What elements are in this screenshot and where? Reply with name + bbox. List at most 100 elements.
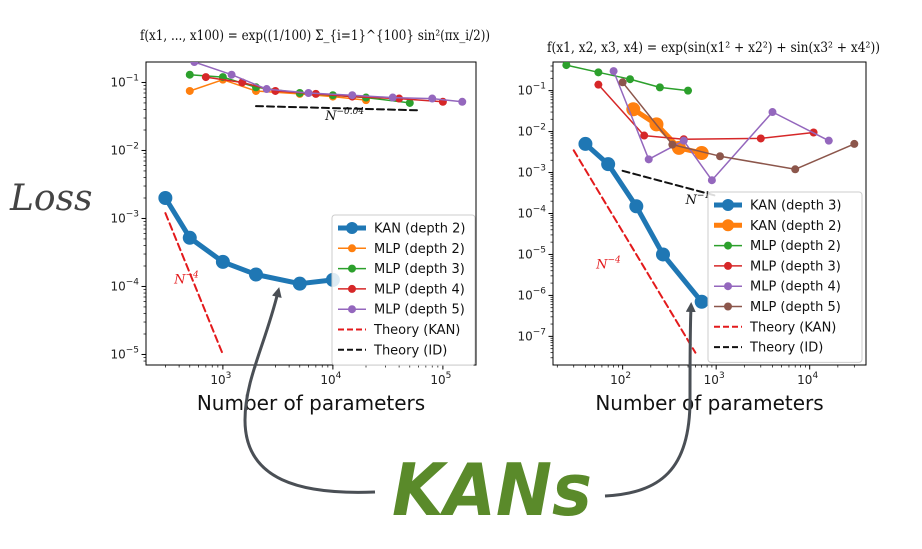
data-point <box>215 254 230 269</box>
data-point <box>458 97 467 106</box>
data-point <box>271 86 280 95</box>
chart-panel-1: 103 104 105 10−1 10−2 10−3 10−4 10−5 Number of p… <box>110 28 490 415</box>
y-tick-label: 10−3 <box>517 164 546 180</box>
series-3 <box>185 70 414 107</box>
data-point <box>182 230 197 245</box>
series-line <box>164 212 224 356</box>
data-point <box>428 94 437 103</box>
data-point <box>348 91 357 100</box>
legend-entry: KAN (depth 2) <box>750 219 841 234</box>
series-line <box>572 149 697 354</box>
data-point <box>292 276 307 291</box>
data-point <box>395 94 404 103</box>
legend-entry: MLP (depth 5) <box>750 300 841 315</box>
legend-box <box>707 191 863 363</box>
data-point <box>190 62 199 66</box>
data-point <box>694 146 709 161</box>
y-tick-label: 10−7 <box>517 327 546 343</box>
chart-title: f(x1, ..., x100) = exp((1/100) Σ_{i=1}^{… <box>140 28 490 44</box>
legend-entry: MLP (depth 2) <box>374 242 465 257</box>
data-point <box>655 83 664 92</box>
legend-marker <box>348 264 356 273</box>
plot-area <box>158 62 467 356</box>
y-tick-label: 10−1 <box>517 82 546 98</box>
series-5 <box>609 67 833 185</box>
data-point <box>626 75 635 84</box>
legend-marker <box>722 199 734 211</box>
data-point <box>227 70 236 79</box>
series-3 <box>562 62 693 95</box>
data-point <box>668 140 677 149</box>
y-tick-label: 10−1 <box>110 73 139 89</box>
minor-ticks <box>143 85 439 368</box>
data-point <box>644 155 653 164</box>
legend-box <box>331 214 476 366</box>
annotation-label: N−4 <box>595 256 621 273</box>
legend-entry: Theory (ID) <box>749 341 823 356</box>
data-point <box>694 294 709 309</box>
x-tick-label: 104 <box>797 371 818 387</box>
data-point <box>609 67 618 76</box>
legend-entry: Theory (KAN) <box>373 323 460 338</box>
legend-entry: MLP (depth 2) <box>750 239 841 254</box>
legend-marker <box>724 241 732 250</box>
data-point <box>850 139 859 148</box>
series-line <box>255 105 420 112</box>
legend-marker <box>348 244 356 253</box>
legend-entry: KAN (depth 2) <box>374 222 465 237</box>
series-7 <box>255 105 420 112</box>
data-point <box>578 136 593 151</box>
legend-entry: MLP (depth 5) <box>374 303 465 318</box>
annotation-label: N−0.04 <box>324 107 364 124</box>
arrow-to-right-chart <box>604 302 696 498</box>
data-point <box>158 190 173 205</box>
legend-marker <box>348 305 356 314</box>
series-line <box>621 81 856 171</box>
y-tick-label: 10−4 <box>517 205 546 221</box>
series-6 <box>164 212 224 356</box>
series-5 <box>190 62 467 106</box>
plot-area <box>562 62 859 354</box>
series-line <box>621 169 718 197</box>
legend-entry: MLP (depth 4) <box>374 282 465 297</box>
y-tick-label: 10−5 <box>110 345 139 361</box>
data-point <box>824 136 833 145</box>
x-axis-label: Number of parameters <box>197 391 425 415</box>
data-point <box>249 267 263 282</box>
series-1 <box>578 136 709 309</box>
callout-arrows <box>243 287 696 498</box>
minor-ticks <box>550 65 855 368</box>
x-axis-label: Number of parameters <box>595 391 823 415</box>
legend-marker <box>348 284 356 293</box>
y-tick-label: 10−5 <box>517 245 546 261</box>
y-tick-label: 10−2 <box>517 123 546 139</box>
data-point <box>791 165 800 174</box>
data-point <box>716 152 725 161</box>
y-tick-label: 10−3 <box>110 209 139 225</box>
legend-entry: KAN (depth 3) <box>750 199 841 214</box>
arrow-to-left-chart <box>243 287 376 494</box>
legend-entry: MLP (depth 4) <box>750 280 841 295</box>
data-point <box>185 86 194 95</box>
kans-label: KANs <box>392 448 592 532</box>
x-tick-label: 103 <box>704 371 725 387</box>
annotation-label: N−1 <box>685 191 711 208</box>
data-point <box>405 98 414 107</box>
data-point <box>684 86 693 95</box>
x-tick-label: 105 <box>430 371 451 387</box>
data-point <box>201 73 210 82</box>
series-2 <box>626 102 709 161</box>
legend-entry: MLP (depth 3) <box>374 262 465 277</box>
data-point <box>679 136 688 145</box>
series-line <box>193 62 464 103</box>
x-tick-label: 102 <box>610 371 631 387</box>
data-point <box>388 93 397 102</box>
legend: KAN (depth 3) KAN (depth 2) MLP (depth 2) M… <box>707 191 863 363</box>
series-7 <box>572 149 697 354</box>
legend-marker <box>724 261 732 270</box>
legend-marker <box>722 219 734 232</box>
plot-frame <box>145 61 477 366</box>
legend-marker <box>724 302 732 311</box>
legend-marker <box>346 222 358 234</box>
